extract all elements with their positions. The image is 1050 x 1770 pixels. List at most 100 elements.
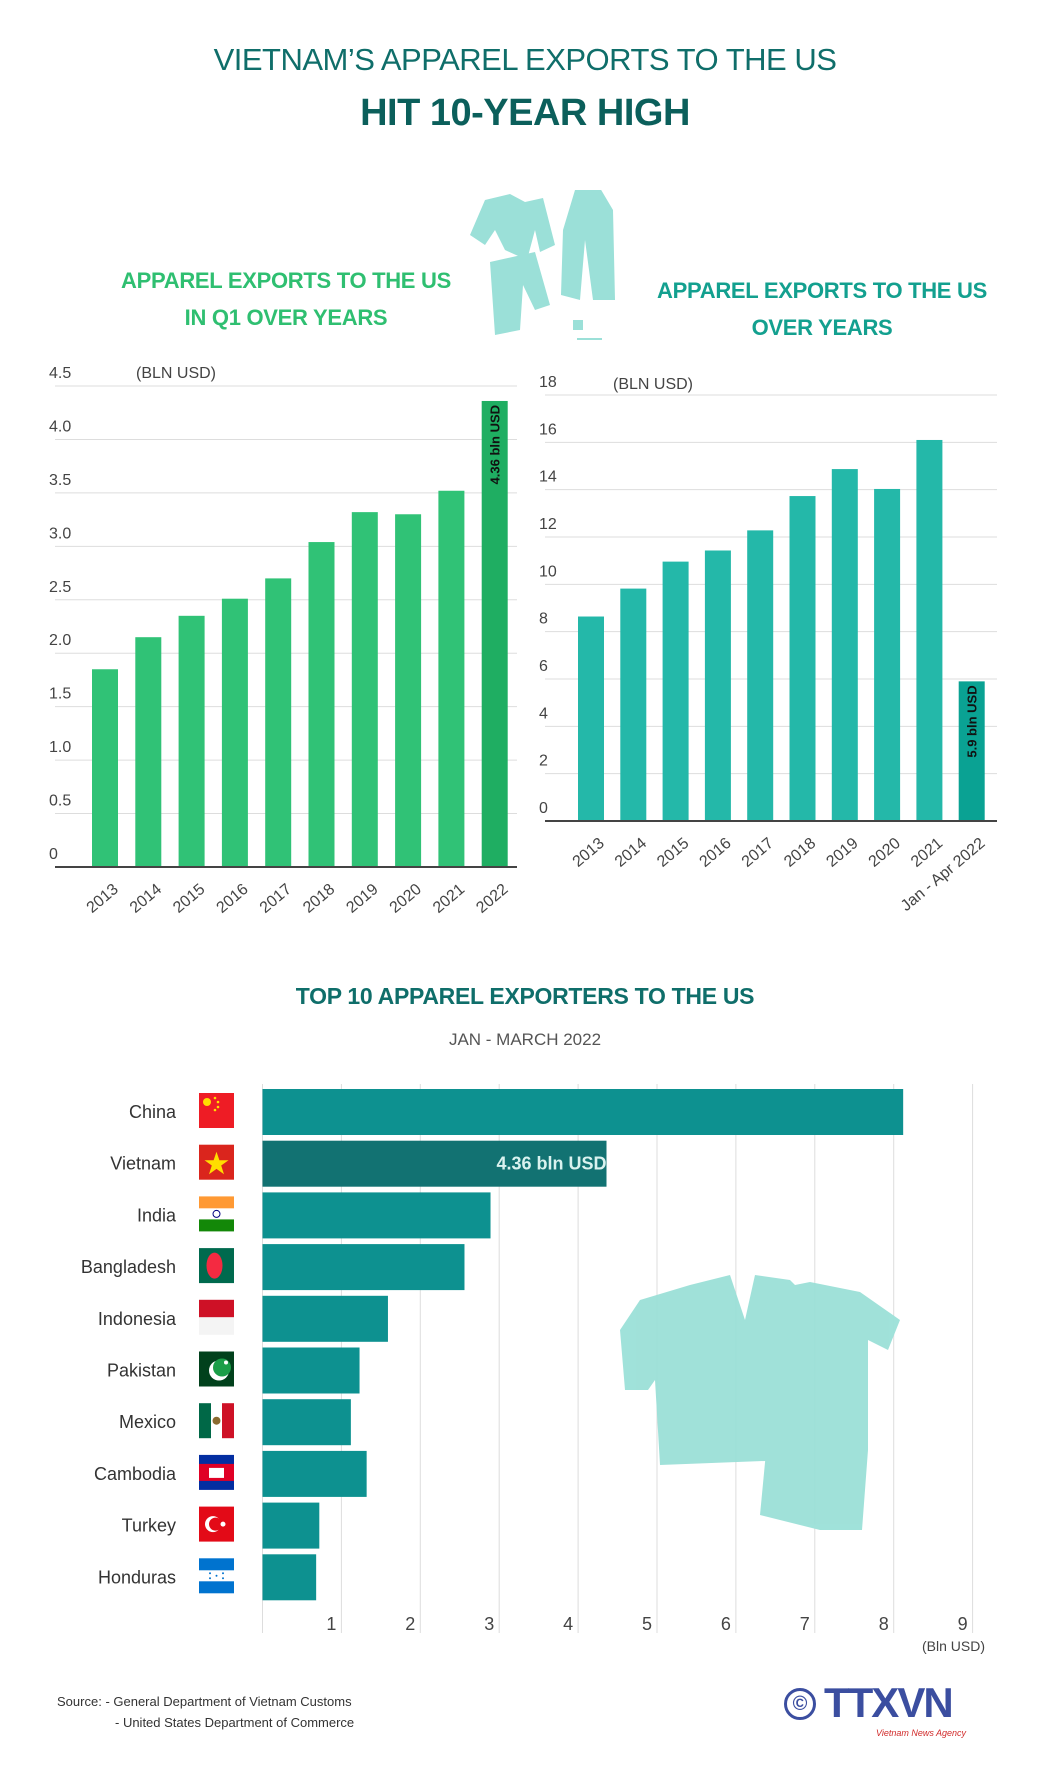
y-tick-label: 6 (539, 658, 548, 675)
country-label: Cambodia (94, 1464, 177, 1484)
x-tick-label: 2 (405, 1614, 415, 1634)
y-tick-label: 0 (49, 846, 58, 863)
bar-2017 (265, 578, 292, 867)
y-tick-label: 12 (539, 516, 557, 533)
x-tick-label: 2022 (473, 881, 511, 917)
source-1: - General Department of Vietnam Customs (105, 1694, 352, 1709)
annual-chart-title: APPAREL EXPORTS TO THE US OVER YEARS (636, 272, 1008, 346)
country-label: Pakistan (107, 1361, 176, 1381)
x-axis-unit-label: (Bln USD) (922, 1638, 985, 1654)
bar-2017 (747, 530, 774, 821)
x-tick-label: 5 (642, 1614, 652, 1634)
logo-subtitle: Vietnam News Agency (876, 1728, 967, 1738)
india-flag-icon (199, 1196, 234, 1232)
y-tick-label: 18 (539, 374, 557, 391)
y-axis-unit-label: (BLN USD) (136, 365, 216, 382)
country-label: China (129, 1102, 177, 1122)
y-tick-label: 2.5 (49, 579, 71, 596)
q1-exports-chart: 0 0.5 1.0 1.5 2.0 2.5 3.0 3.5 4.0 4.5 (BLN USD) 201… (49, 365, 517, 917)
x-tick-label: 2020 (866, 835, 904, 871)
x-tick-label: 2015 (654, 835, 692, 871)
x-tick-label: 2021 (430, 881, 468, 917)
bar-2014 (620, 588, 647, 821)
x-tick-label: 2013 (84, 881, 122, 917)
x-tick-label: 2015 (170, 881, 208, 917)
bar-pakistan (262, 1347, 360, 1394)
china-flag-icon (199, 1093, 234, 1128)
y-tick-label: 8 (539, 611, 548, 628)
bangladesh-flag-icon (199, 1248, 234, 1284)
country-label: India (137, 1205, 177, 1225)
indonesia-flag-icon (199, 1299, 234, 1335)
bar-india (262, 1192, 491, 1239)
x-tick-label: 8 (879, 1614, 889, 1634)
bar-2016 (704, 550, 731, 821)
x-tick-label: 2018 (781, 835, 819, 871)
bar-2018 (789, 496, 816, 821)
x-tick-label: 2017 (257, 881, 295, 917)
y-tick-label: 0.5 (49, 793, 71, 810)
y-tick-label: 4.0 (49, 418, 71, 435)
bar-honduras (262, 1554, 317, 1601)
bar-2015 (178, 615, 205, 867)
y-tick-label: 14 (539, 469, 557, 486)
country-label: Honduras (98, 1567, 176, 1587)
y-tick-label: 1.5 (49, 686, 71, 703)
x-tick-label: 7 (800, 1614, 810, 1634)
clothes-illustration-icon (620, 1275, 900, 1530)
annual-chart-title-line2: OVER YEARS (751, 315, 893, 340)
x-tick-label: 2013 (570, 835, 608, 871)
bar-2019 (831, 469, 858, 821)
bar-turkey (262, 1502, 320, 1549)
country-label: Bangladesh (81, 1257, 176, 1277)
top10-chart-title: TOP 10 APPAREL EXPORTERS TO THE US (295, 983, 755, 1009)
country-label: Vietnam (110, 1154, 176, 1174)
logo-text: TTXVN (824, 1679, 954, 1726)
x-tick-label: 2016 (697, 835, 735, 871)
x-tick-label: 2014 (127, 881, 165, 917)
cambodia-flag-icon (199, 1454, 234, 1490)
x-tick-label: 3 (484, 1614, 494, 1634)
bar-mexico (262, 1399, 351, 1446)
q1-chart-title-line2: IN Q1 OVER YEARS (184, 305, 388, 330)
x-tick-label: 2019 (823, 835, 861, 871)
bar-2021 (916, 439, 943, 821)
bar-2014 (135, 637, 162, 867)
bar-2016 (221, 598, 248, 867)
bar-2015 (662, 561, 689, 821)
y-tick-label: 2 (539, 753, 548, 770)
x-tick-label: 1 (326, 1614, 336, 1634)
bar-2021 (438, 490, 465, 867)
x-tick-label: 6 (721, 1614, 731, 1634)
y-tick-label: 0 (539, 800, 548, 817)
bar-cambodia (262, 1450, 367, 1497)
x-tick-label: 2018 (300, 881, 338, 917)
country-label: Mexico (119, 1412, 176, 1432)
x-tick-label: 9 (958, 1614, 968, 1634)
bar-2013 (578, 616, 604, 821)
ttxvn-logo: © TTXVN Vietnam News Agency (784, 1680, 984, 1748)
honduras-flag-icon (199, 1558, 234, 1594)
pakistan-flag-icon (199, 1351, 234, 1387)
x-tick-label: 2016 (214, 881, 252, 917)
x-tick-label: 2014 (612, 835, 650, 871)
bar-2020 (395, 514, 422, 867)
bar-china (262, 1089, 904, 1135)
copyright-icon: © (784, 1688, 816, 1720)
x-tick-label: 2019 (343, 881, 381, 917)
title-line-1: VIETNAM’S APPAREL EXPORTS TO THE US (213, 42, 837, 77)
source-label: Source: (57, 1694, 102, 1709)
x-tick-label: 4 (563, 1614, 573, 1634)
bar-2020 (874, 488, 901, 821)
bar-2013 (92, 669, 118, 867)
clothes-illustration-icon (470, 190, 615, 340)
y-axis-unit-label: (BLN USD) (613, 376, 693, 393)
bar-2019 (351, 512, 378, 867)
bar-indonesia (262, 1295, 388, 1342)
bar-2022 (481, 400, 508, 867)
source-line-1: Source: - General Department of Vietnam … (57, 1694, 352, 1709)
y-tick-label: 1.0 (49, 739, 71, 756)
annual-chart-title-line1: APPAREL EXPORTS TO THE US (657, 278, 987, 303)
country-label: Turkey (122, 1516, 176, 1536)
